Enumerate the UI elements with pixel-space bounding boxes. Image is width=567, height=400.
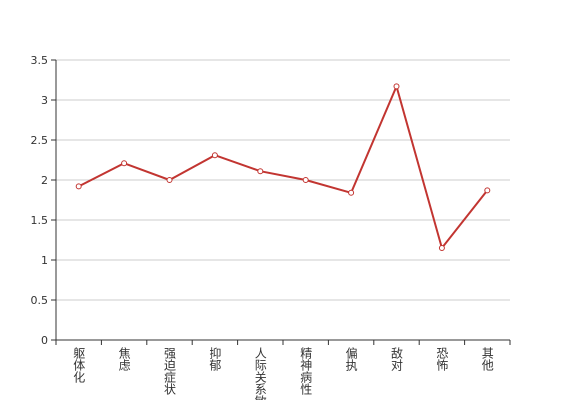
point	[121, 160, 128, 167]
point	[302, 177, 309, 183]
x-tick-label: 其他	[480, 347, 494, 371]
x-tick-label: 强迫症状	[163, 347, 177, 395]
y-tick-label: 0	[41, 334, 48, 347]
point	[348, 189, 355, 196]
point	[484, 187, 491, 194]
x-tick-label: 抑郁	[208, 346, 222, 372]
y-tick-label: 1.5	[31, 214, 49, 227]
y-tick-label: 1	[41, 254, 48, 267]
y-tick-label: 2.5	[31, 134, 49, 147]
y-tick-label: 3	[41, 94, 48, 107]
point	[166, 177, 173, 183]
point	[75, 183, 82, 190]
x-tick-label: 敌对	[390, 346, 404, 371]
x-tick-label: 焦虑	[117, 347, 131, 371]
line	[78, 83, 489, 251]
x-tick-label: 精神病性	[299, 347, 313, 396]
point	[211, 152, 218, 159]
y-tick-label: 3.5	[31, 54, 49, 67]
x-tick-label: 躯体化	[72, 346, 86, 384]
x-tick-label: 恐怖	[435, 347, 449, 371]
point	[438, 245, 445, 251]
y-tick-label: 0.5	[31, 294, 49, 307]
y-tick-label: 2	[41, 174, 48, 187]
x-tick-label: 人际关系敏感	[253, 347, 267, 400]
point	[393, 83, 400, 90]
point	[257, 168, 264, 175]
x-tick-label: 偏执	[344, 346, 358, 372]
